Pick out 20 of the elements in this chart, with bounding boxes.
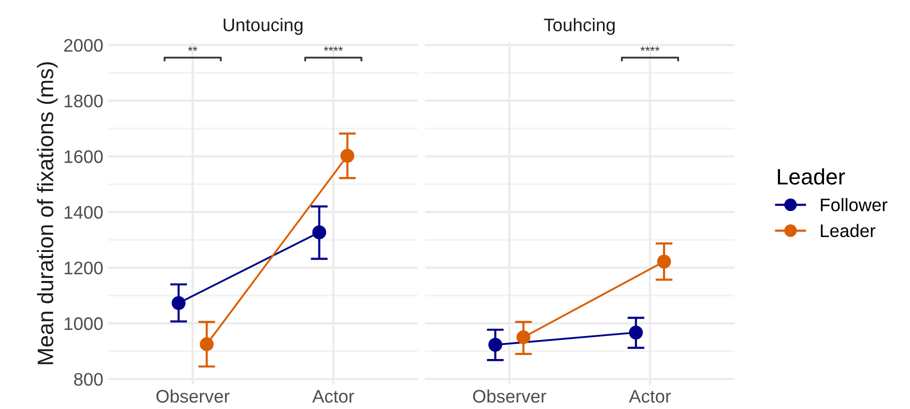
annotation: **	[188, 46, 198, 51]
x-tick-label: Observer	[156, 389, 230, 403]
legend-label: Follower	[820, 198, 888, 212]
legend-title: Leader	[778, 168, 845, 185]
y-tick-label: 2000	[64, 38, 103, 52]
y-tick-label: 1000	[64, 317, 103, 330]
chart-title: Untoucing	[224, 18, 302, 35]
y-tick-label: 1600	[64, 150, 103, 164]
y-axis-title: Mean duration of fixations (ms)	[36, 62, 58, 364]
legend-label: Leader	[820, 224, 876, 238]
annotation: ****	[324, 46, 343, 51]
annotation: ****	[640, 46, 660, 51]
x-tick-label: Actor	[628, 390, 671, 403]
x-tick-label: Observer	[473, 389, 546, 403]
chart-title: Touhcing	[544, 18, 615, 35]
y-tick-label: 1200	[64, 262, 103, 274]
y-tick-label: 800	[74, 372, 103, 386]
y-tick-label: 1800	[64, 94, 103, 108]
x-tick-label: Actor	[312, 390, 354, 403]
y-tick-label: 1400	[64, 206, 103, 219]
